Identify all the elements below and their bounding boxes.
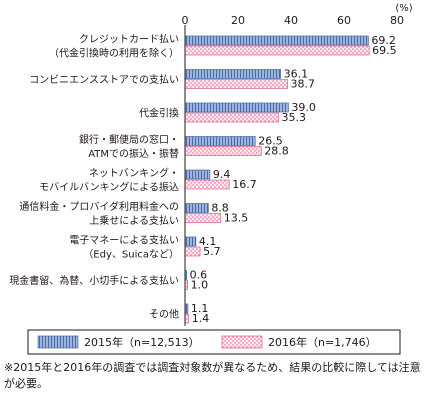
value-label: 38.7 [291,78,316,91]
value-label: 1.4 [192,312,210,325]
value-label: 69.5 [372,44,397,57]
value-label: 0.6 [190,269,208,282]
bar-2016 [184,313,190,324]
category-label: コンビニエンスストアでの支払い [29,73,179,86]
bar-2016 [184,79,288,89]
value-label: 36.1 [284,68,309,81]
bar-2016 [184,112,279,123]
value-label: 1.1 [191,302,209,315]
value-label: 4.1 [199,235,217,248]
value-label: 26.5 [258,135,283,148]
category-label: 通信料金・プロバイダ利用料金への [19,200,179,213]
value-label: 28.8 [264,145,289,158]
bar-2015 [184,203,209,213]
bar-2016 [184,213,222,223]
value-label: 39.0 [291,101,316,114]
x-tick-label: 20 [231,14,245,27]
bar-2016 [184,45,370,56]
footnote: ※2015年と2016年の調査では調査対象数が異なるため、結果の比較に際しては注… [4,361,421,390]
bar-2016 [184,246,201,257]
category-label: （Edy、Suicaなど） [83,249,179,261]
x-tick-label: 80 [390,14,404,27]
legend-frame [27,329,401,355]
x-tick-label: 0 [182,14,189,27]
bar-2016 [184,179,230,190]
value-label: 5.7 [203,245,221,258]
value-label: 8.8 [211,202,229,215]
value-label: 35.3 [282,111,307,124]
category-label: その他 [149,308,179,321]
legend-swatch-2016 [221,335,263,349]
category-label: モバイルバンキングによる振込 [39,181,179,194]
legend: 2015年（n=12,513） 2016年（n=1,746） [27,329,401,355]
bar-2015 [184,102,289,113]
bar-2016 [184,146,262,156]
bar-2015 [184,236,197,247]
value-labels: 69.2 36.1 39.0 26.5 9.4 8.8 4.1 0.6 1.1 69.5 38.7 3… [190,34,397,325]
category-label: クレジットカード払い [79,33,179,46]
value-label: 16.7 [232,178,257,191]
value-label: 9.4 [213,168,231,181]
category-label: 電子マネーによる支払い [69,234,179,247]
category-label: 代金引換 [139,107,179,120]
bar-2015 [184,35,369,46]
legend-swatch-2015 [37,335,79,349]
value-label: 69.2 [371,34,396,47]
value-label: 1.0 [191,279,209,292]
legend-label: 2016年（n=1,746） [268,335,377,349]
bar-2015 [184,169,211,180]
x-tick-labels: 0 20 40 60 80 [182,14,405,27]
category-label: （代金引換時の利用を除く） [49,47,179,60]
x-tick-label: 60 [337,14,351,27]
value-label: 13.5 [224,212,249,225]
unit-label: (%) [395,3,412,14]
category-label: ATMでの振込・振替 [88,147,179,160]
category-label: ネットバンキング・ [89,167,179,180]
x-tick-label: 40 [284,14,298,27]
category-label: 上乗せによる支払い [89,214,179,227]
legend-label: 2015年（n=12,513） [84,335,200,349]
bars [184,35,370,324]
category-label: 現金書留、為替、小切手による支払い [9,274,179,287]
category-label: 銀行・郵便局の窓口・ [79,133,179,146]
bar-2015 [184,69,282,79]
category-labels: クレジットカード払い（代金引換時の利用を除く） コンビニエンスストアでの支払い代金… [9,33,179,321]
bar-2015 [184,136,256,146]
